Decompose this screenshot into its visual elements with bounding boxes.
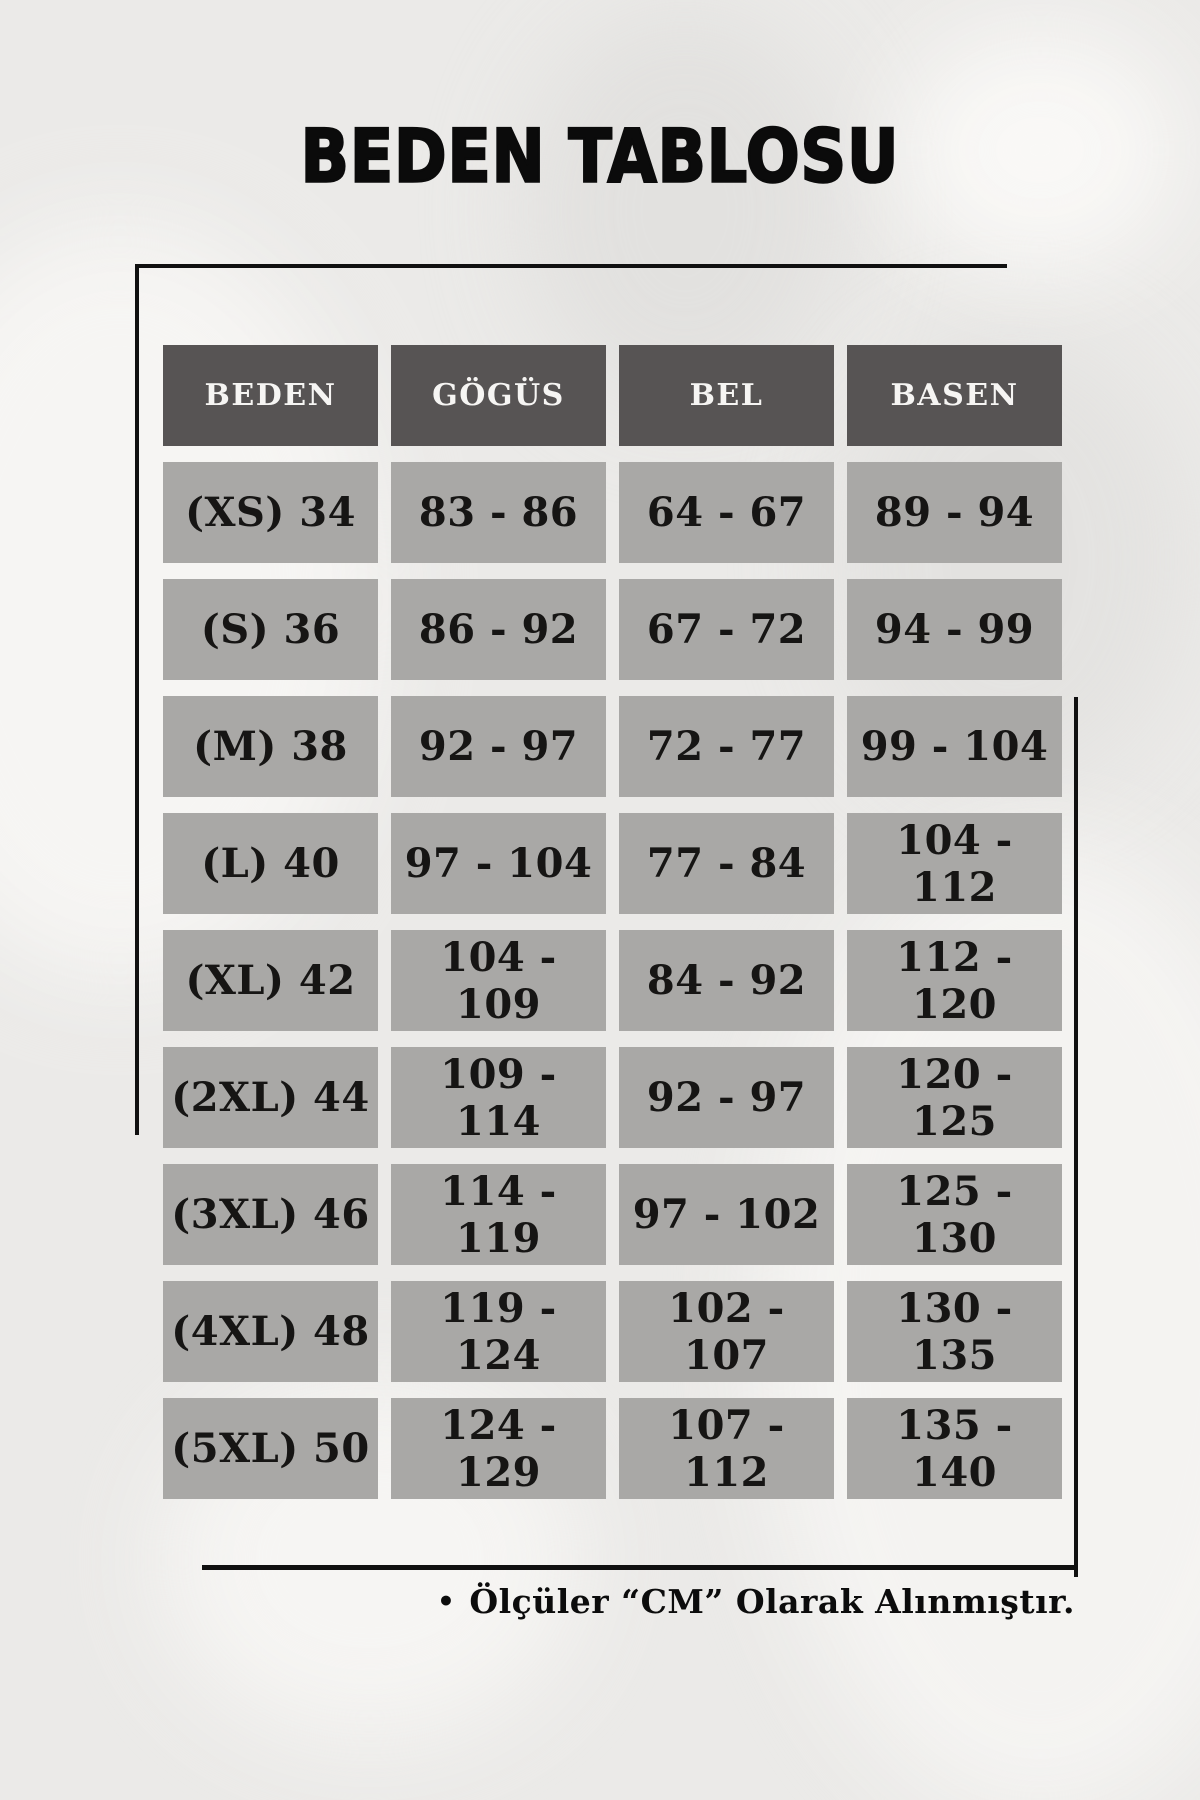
table-cell: 107 - 112 <box>619 1398 834 1499</box>
page-title: BEDEN TABLOSU <box>300 113 900 199</box>
size-cell: (2XL) 44 <box>163 1047 378 1148</box>
table-cell: 104 - 109 <box>391 930 606 1031</box>
size-cell: (5XL) 50 <box>163 1398 378 1499</box>
frame-line-right <box>1074 697 1078 1577</box>
background-blob <box>900 30 1180 270</box>
size-cell: (3XL) 46 <box>163 1164 378 1265</box>
table-cell: 112 - 120 <box>847 930 1062 1031</box>
table-cell: 125 - 130 <box>847 1164 1062 1265</box>
size-cell: (S) 36 <box>163 579 378 680</box>
table-cell: 72 - 77 <box>619 696 834 797</box>
table-cell: 120 - 125 <box>847 1047 1062 1148</box>
size-cell: (L) 40 <box>163 813 378 914</box>
bullet-icon: • <box>436 1585 456 1618</box>
frame-line-bottom <box>202 1565 1078 1570</box>
table-cell: 64 - 67 <box>619 462 834 563</box>
header-cell: BEL <box>619 345 834 446</box>
footer-note-text: Ölçüler “CM” Olarak Alınmıştır. <box>469 1582 1075 1621</box>
table-cell: 114 - 119 <box>391 1164 606 1265</box>
size-cell: (XL) 42 <box>163 930 378 1031</box>
size-cell: (M) 38 <box>163 696 378 797</box>
table-cell: 104 - 112 <box>847 813 1062 914</box>
table-cell: 84 - 92 <box>619 930 834 1031</box>
footer-note: • Ölçüler “CM” Olarak Alınmıştır. <box>0 1582 1075 1621</box>
table-cell: 124 - 129 <box>391 1398 606 1499</box>
header-cell: BEDEN <box>163 345 378 446</box>
table-cell: 97 - 102 <box>619 1164 834 1265</box>
header-cell: GÖGÜS <box>391 345 606 446</box>
table-cell: 77 - 84 <box>619 813 834 914</box>
size-table: BEDEN GÖGÜS BEL BASEN (XS) 34 83 - 86 64 - 67 8… <box>163 345 1062 1499</box>
table-cell: 135 - 140 <box>847 1398 1062 1499</box>
table-cell: 102 - 107 <box>619 1281 834 1382</box>
frame-line-left <box>135 264 139 1135</box>
table-cell: 94 - 99 <box>847 579 1062 680</box>
table-cell: 109 - 114 <box>391 1047 606 1148</box>
background-blob <box>520 10 850 410</box>
size-cell: (XS) 34 <box>163 462 378 563</box>
table-cell: 86 - 92 <box>391 579 606 680</box>
table-cell: 89 - 94 <box>847 462 1062 563</box>
table-cell: 130 - 135 <box>847 1281 1062 1382</box>
table-cell: 99 - 104 <box>847 696 1062 797</box>
table-cell: 83 - 86 <box>391 462 606 563</box>
table-cell: 119 - 124 <box>391 1281 606 1382</box>
frame-line-top <box>137 264 1007 268</box>
table-cell: 97 - 104 <box>391 813 606 914</box>
header-cell: BASEN <box>847 345 1062 446</box>
table-cell: 92 - 97 <box>391 696 606 797</box>
table-cell: 67 - 72 <box>619 579 834 680</box>
table-cell: 92 - 97 <box>619 1047 834 1148</box>
size-cell: (4XL) 48 <box>163 1281 378 1382</box>
